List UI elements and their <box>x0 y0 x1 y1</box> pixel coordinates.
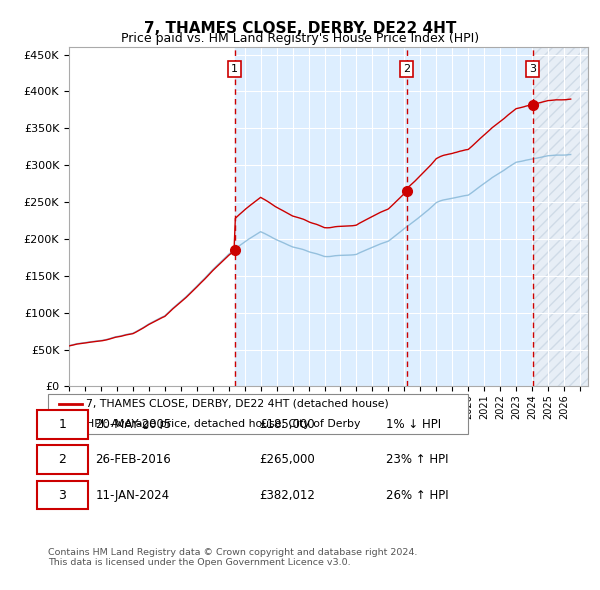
Text: Contains HM Land Registry data © Crown copyright and database right 2024.
This d: Contains HM Land Registry data © Crown c… <box>48 548 418 567</box>
Text: 1% ↓ HPI: 1% ↓ HPI <box>386 418 441 431</box>
Text: 1: 1 <box>231 64 238 74</box>
Text: 26-FEB-2016: 26-FEB-2016 <box>95 453 171 466</box>
Text: £265,000: £265,000 <box>259 453 315 466</box>
Text: 3: 3 <box>529 64 536 74</box>
Text: 7, THAMES CLOSE, DERBY, DE22 4HT (detached house): 7, THAMES CLOSE, DERBY, DE22 4HT (detach… <box>86 399 389 408</box>
Bar <box>235 47 533 386</box>
Text: HPI: Average price, detached house, City of Derby: HPI: Average price, detached house, City… <box>86 419 360 428</box>
Text: 7, THAMES CLOSE, DERBY, DE22 4HT: 7, THAMES CLOSE, DERBY, DE22 4HT <box>144 21 456 35</box>
Text: Price paid vs. HM Land Registry's House Price Index (HPI): Price paid vs. HM Land Registry's House … <box>121 32 479 45</box>
Text: 11-JAN-2024: 11-JAN-2024 <box>95 489 170 502</box>
FancyBboxPatch shape <box>37 445 88 474</box>
FancyBboxPatch shape <box>37 481 88 509</box>
Text: £185,000: £185,000 <box>259 418 315 431</box>
Text: 2: 2 <box>403 64 410 74</box>
FancyBboxPatch shape <box>37 410 88 438</box>
Text: 23% ↑ HPI: 23% ↑ HPI <box>386 453 448 466</box>
Bar <box>533 47 588 386</box>
Text: 20-MAY-2005: 20-MAY-2005 <box>95 418 172 431</box>
Text: 2: 2 <box>58 453 66 466</box>
Text: £382,012: £382,012 <box>259 489 315 502</box>
Text: 1: 1 <box>58 418 66 431</box>
FancyBboxPatch shape <box>48 394 468 434</box>
Text: 3: 3 <box>58 489 66 502</box>
Bar <box>533 47 588 386</box>
Text: 26% ↑ HPI: 26% ↑ HPI <box>386 489 449 502</box>
